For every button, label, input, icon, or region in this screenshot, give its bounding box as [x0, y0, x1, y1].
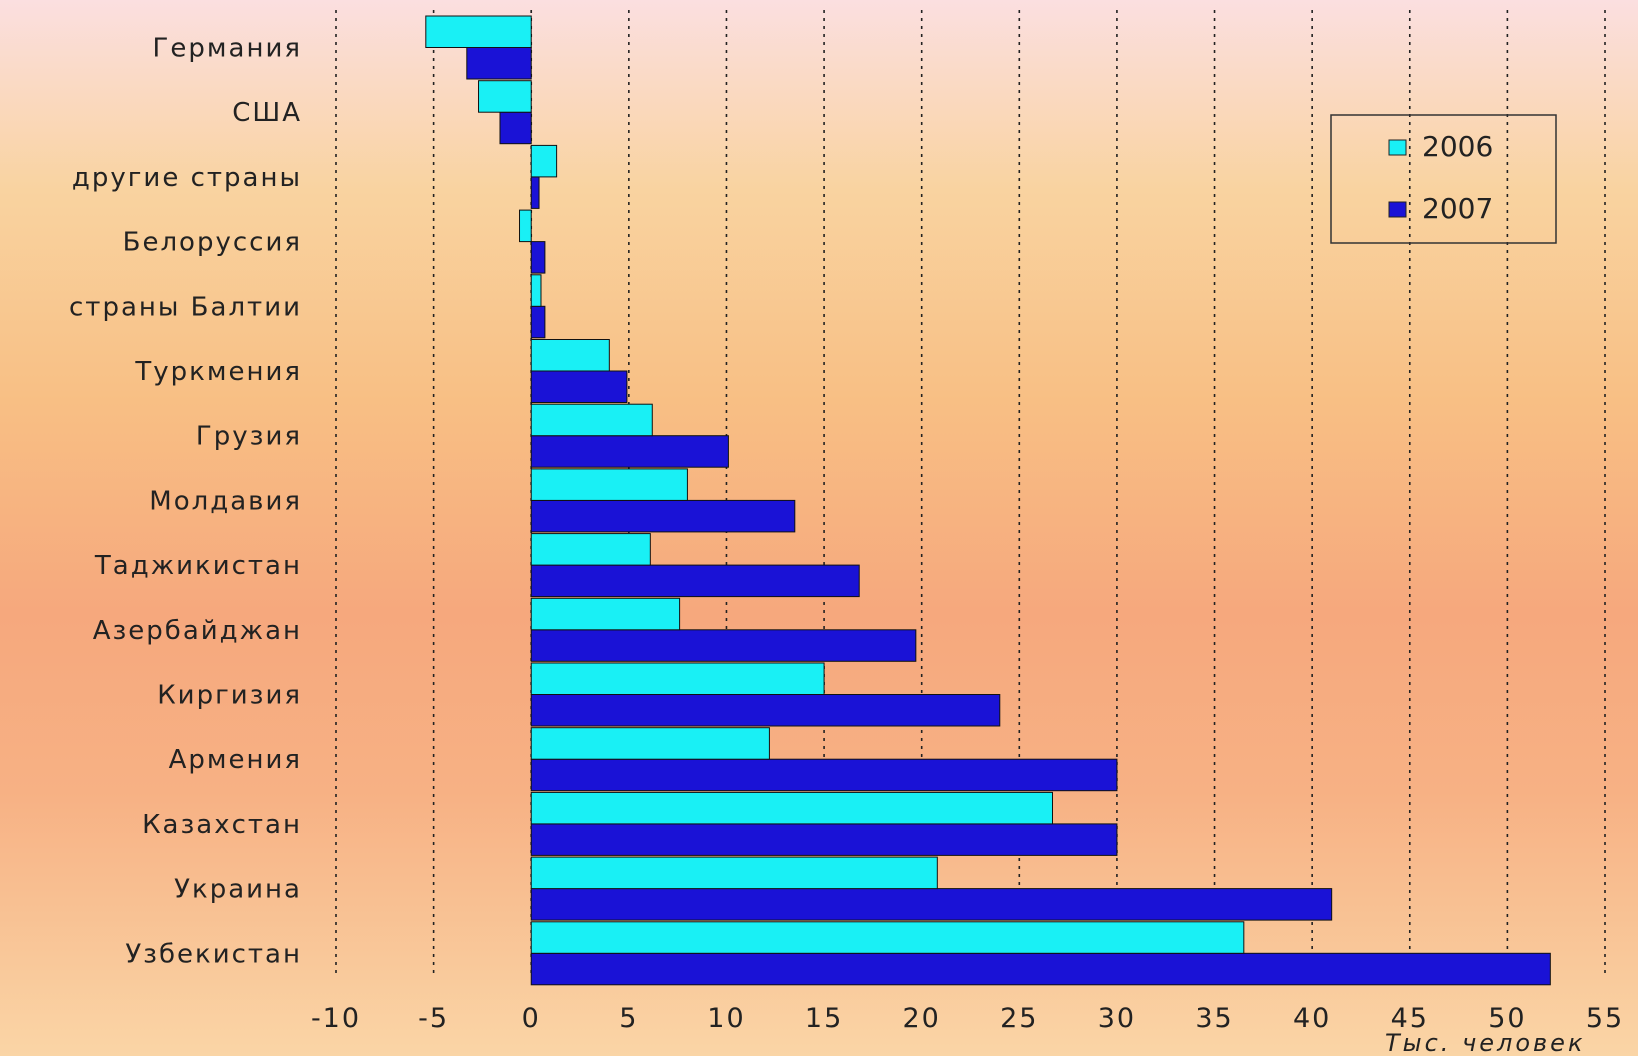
bar-2006: [478, 80, 532, 113]
x-tick-label: 50: [1488, 1003, 1526, 1034]
bar-2006: [530, 791, 1053, 825]
bar-2006: [530, 403, 653, 437]
bar-2007: [530, 499, 796, 533]
x-tick-labels: -10 -5 0 5 10 15 20 25 30 35 40 45 50 55: [311, 1003, 1624, 1034]
category-label: Грузия: [196, 422, 302, 452]
bar-2006: [530, 727, 770, 760]
bar-2006: [530, 533, 651, 566]
legend-swatch-2006: [1388, 139, 1407, 156]
x-tick-label: 35: [1195, 1003, 1233, 1034]
x-tick-label: 40: [1293, 1003, 1331, 1034]
category-label: Белоруссия: [123, 228, 302, 258]
legend-label-2006: 2006: [1422, 130, 1493, 163]
bar-2006: [530, 597, 681, 631]
category-label: другие страны: [72, 163, 302, 193]
category-label: Казахстан: [142, 810, 302, 840]
bar-2007: [499, 111, 532, 145]
x-tick-label: -5: [418, 1003, 449, 1034]
x-tick-label: 5: [619, 1003, 638, 1034]
legend-box: [1330, 114, 1557, 244]
legend: 2006 2007: [1330, 114, 1557, 244]
bar-2007: [530, 629, 917, 662]
x-tick-label: 20: [903, 1003, 941, 1034]
category-labels: Германия США другие страны Белоруссия страны…: [69, 34, 302, 970]
bar-2007: [530, 758, 1118, 792]
category-label: Азербайджан: [93, 616, 302, 646]
x-tick-label: 55: [1586, 1003, 1624, 1034]
category-label: Киргизия: [157, 681, 302, 711]
category-label: Украина: [174, 875, 302, 905]
legend-swatch-2007: [1388, 201, 1407, 218]
x-tick-label: 25: [1000, 1003, 1038, 1034]
bar-2006: [530, 662, 825, 695]
bar-2007: [530, 176, 540, 209]
category-label: Таджикистан: [94, 551, 302, 581]
bar-2007: [530, 888, 1333, 921]
x-axis-unit-label: Тыс. человек: [1385, 1029, 1585, 1056]
bar-2007: [530, 694, 1001, 727]
category-label: США: [232, 98, 302, 128]
bar-2006: [530, 856, 938, 890]
bar-2007: [530, 305, 546, 339]
bar-2007: [530, 370, 628, 403]
category-label: Узбекистан: [125, 939, 302, 969]
x-tick-label: -10: [311, 1003, 361, 1034]
bar-2006: [519, 209, 532, 243]
category-label: Армения: [169, 745, 302, 775]
category-label: Германия: [153, 34, 302, 64]
category-label: страны Балтии: [69, 292, 302, 322]
bar-2006: [530, 274, 542, 307]
bar-2007: [530, 241, 546, 274]
category-label: Молдавия: [149, 486, 302, 516]
x-tick-label: 30: [1098, 1003, 1136, 1034]
x-tick-label: 45: [1391, 1003, 1429, 1034]
bars: [425, 15, 1551, 986]
bar-2007: [530, 952, 1551, 986]
bar-2006: [530, 468, 688, 501]
bar-2006: [425, 15, 532, 48]
legend-label-2007: 2007: [1422, 192, 1493, 225]
x-tick-label: 0: [522, 1003, 541, 1034]
bar-2006: [530, 144, 558, 178]
x-tick-label: 15: [805, 1003, 843, 1034]
x-tick-label: 10: [707, 1003, 745, 1034]
bar-2007: [466, 47, 532, 80]
bar-2007: [530, 564, 860, 598]
bar-2007: [530, 435, 729, 468]
bar-2007: [530, 823, 1118, 856]
bar-2006: [530, 339, 610, 372]
category-label: Туркмения: [134, 357, 302, 387]
bar-2006: [530, 921, 1245, 954]
